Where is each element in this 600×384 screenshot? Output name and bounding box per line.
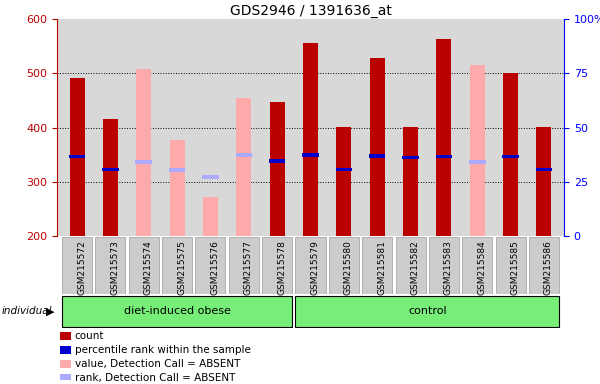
Bar	[229, 237, 259, 294]
Text: control: control	[408, 306, 446, 316]
Bar	[203, 197, 218, 236]
Text: GSM215578: GSM215578	[277, 240, 286, 295]
Bar	[370, 58, 385, 236]
Text: GSM215574: GSM215574	[144, 240, 153, 295]
Text: GSM215576: GSM215576	[211, 240, 220, 295]
Bar	[362, 237, 392, 294]
Text: GSM215579: GSM215579	[311, 240, 320, 295]
Text: diet-induced obese: diet-induced obese	[124, 306, 230, 316]
Bar	[162, 237, 192, 294]
Bar	[295, 296, 559, 327]
Text: GSM215583: GSM215583	[444, 240, 453, 295]
Text: individual: individual	[1, 306, 52, 316]
Bar	[59, 346, 71, 354]
Bar	[103, 119, 118, 236]
Text: GSM215582: GSM215582	[410, 240, 419, 295]
Bar	[196, 237, 226, 294]
Bar	[262, 237, 292, 294]
Text: GSM215573: GSM215573	[110, 240, 119, 295]
Bar	[62, 237, 92, 294]
Text: GSM215580: GSM215580	[344, 240, 353, 295]
Text: percentile rank within the sample: percentile rank within the sample	[75, 345, 251, 355]
Bar	[136, 69, 151, 236]
Bar	[469, 161, 485, 164]
Text: GSM215581: GSM215581	[377, 240, 386, 295]
Bar	[62, 296, 292, 327]
Text: GSM215586: GSM215586	[544, 240, 553, 295]
Bar	[269, 159, 286, 163]
Title: GDS2946 / 1391636_at: GDS2946 / 1391636_at	[230, 4, 391, 18]
Text: ▶: ▶	[46, 306, 54, 316]
Bar	[429, 237, 459, 294]
Bar	[136, 161, 152, 164]
Bar	[303, 43, 318, 236]
Bar	[529, 237, 559, 294]
Bar	[496, 237, 526, 294]
Bar	[337, 127, 352, 236]
Bar	[536, 127, 551, 236]
Bar	[335, 167, 352, 171]
Bar	[169, 168, 185, 172]
Bar	[436, 39, 451, 236]
Bar	[403, 156, 419, 159]
Bar	[236, 153, 252, 157]
Text: rank, Detection Call = ABSENT: rank, Detection Call = ABSENT	[75, 373, 235, 383]
Bar	[395, 237, 425, 294]
Bar	[536, 167, 552, 171]
Bar	[436, 154, 452, 158]
Bar	[170, 140, 185, 236]
Bar	[129, 237, 159, 294]
Bar	[202, 175, 218, 179]
Bar	[269, 102, 284, 236]
Bar	[462, 237, 492, 294]
Bar	[59, 332, 71, 340]
Bar	[329, 237, 359, 294]
Text: GSM215575: GSM215575	[177, 240, 186, 295]
Bar	[70, 78, 85, 236]
Bar	[236, 98, 251, 236]
Text: value, Detection Call = ABSENT: value, Detection Call = ABSENT	[75, 359, 240, 369]
Bar	[59, 360, 71, 368]
Bar	[69, 154, 85, 158]
Bar	[403, 127, 418, 236]
Text: GSM215577: GSM215577	[244, 240, 253, 295]
Bar	[502, 154, 519, 158]
Text: GSM215585: GSM215585	[511, 240, 520, 295]
Text: count: count	[75, 331, 104, 341]
Text: GSM215572: GSM215572	[77, 240, 86, 295]
Text: GSM215584: GSM215584	[477, 240, 486, 295]
Bar	[302, 153, 319, 157]
Bar	[503, 73, 518, 236]
Bar	[95, 237, 125, 294]
Bar	[59, 374, 71, 382]
Bar	[295, 237, 326, 294]
Bar	[369, 154, 385, 158]
Bar	[470, 65, 485, 236]
Bar	[102, 167, 119, 171]
